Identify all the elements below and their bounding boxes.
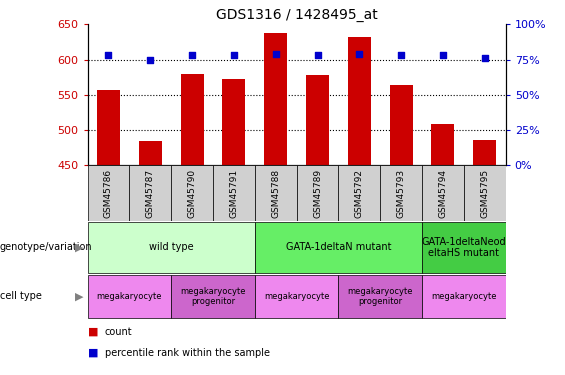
Bar: [473, 140, 496, 165]
Text: GSM45786: GSM45786: [104, 169, 113, 217]
FancyBboxPatch shape: [213, 165, 255, 221]
Text: megakaryocyte
progenitor: megakaryocyte progenitor: [180, 286, 246, 306]
Bar: [97, 90, 120, 165]
Text: GSM45790: GSM45790: [188, 169, 197, 217]
FancyBboxPatch shape: [255, 222, 422, 273]
FancyBboxPatch shape: [171, 274, 255, 318]
Bar: [348, 37, 371, 165]
FancyBboxPatch shape: [255, 274, 338, 318]
Point: [104, 53, 113, 58]
Text: megakaryocyte
progenitor: megakaryocyte progenitor: [347, 286, 413, 306]
FancyBboxPatch shape: [338, 165, 380, 221]
FancyBboxPatch shape: [422, 165, 464, 221]
Text: percentile rank within the sample: percentile rank within the sample: [105, 348, 270, 357]
FancyBboxPatch shape: [255, 165, 297, 221]
Point: [313, 53, 322, 58]
Point: [271, 51, 280, 57]
Bar: [139, 141, 162, 165]
Point: [188, 53, 197, 58]
Point: [355, 51, 364, 57]
Text: GSM45787: GSM45787: [146, 169, 155, 217]
Bar: [432, 124, 454, 165]
Text: GATA-1deltaN mutant: GATA-1deltaN mutant: [286, 243, 391, 252]
FancyBboxPatch shape: [88, 274, 171, 318]
FancyBboxPatch shape: [422, 274, 506, 318]
Point: [480, 55, 489, 61]
FancyBboxPatch shape: [129, 165, 171, 221]
Title: GDS1316 / 1428495_at: GDS1316 / 1428495_at: [216, 8, 377, 22]
Bar: [223, 79, 245, 165]
FancyBboxPatch shape: [422, 222, 506, 273]
Bar: [390, 85, 412, 165]
Bar: [181, 74, 203, 165]
Text: GSM45795: GSM45795: [480, 169, 489, 217]
Text: GATA-1deltaNeod
eltaHS mutant: GATA-1deltaNeod eltaHS mutant: [421, 237, 506, 258]
Text: GSM45794: GSM45794: [438, 169, 447, 217]
Bar: [306, 75, 329, 165]
Text: megakaryocyte: megakaryocyte: [264, 292, 329, 301]
FancyBboxPatch shape: [380, 165, 422, 221]
Text: GSM45789: GSM45789: [313, 169, 322, 217]
Text: ▶: ▶: [75, 291, 84, 301]
Text: cell type: cell type: [0, 291, 42, 301]
Text: ▶: ▶: [75, 243, 84, 252]
Text: wild type: wild type: [149, 243, 193, 252]
FancyBboxPatch shape: [464, 165, 506, 221]
Bar: [264, 33, 287, 165]
Point: [397, 53, 406, 58]
Point: [146, 57, 155, 63]
Point: [229, 53, 238, 58]
FancyBboxPatch shape: [338, 274, 422, 318]
FancyBboxPatch shape: [88, 222, 255, 273]
Text: ■: ■: [88, 327, 98, 337]
Text: GSM45792: GSM45792: [355, 169, 364, 217]
Text: ■: ■: [88, 348, 98, 357]
Point: [438, 53, 447, 58]
Text: count: count: [105, 327, 132, 337]
FancyBboxPatch shape: [171, 165, 213, 221]
Text: genotype/variation: genotype/variation: [0, 243, 93, 252]
Text: GSM45793: GSM45793: [397, 169, 406, 217]
FancyBboxPatch shape: [88, 165, 129, 221]
Text: megakaryocyte: megakaryocyte: [431, 292, 497, 301]
Text: megakaryocyte: megakaryocyte: [97, 292, 162, 301]
Text: GSM45791: GSM45791: [229, 169, 238, 217]
FancyBboxPatch shape: [297, 165, 338, 221]
Text: GSM45788: GSM45788: [271, 169, 280, 217]
